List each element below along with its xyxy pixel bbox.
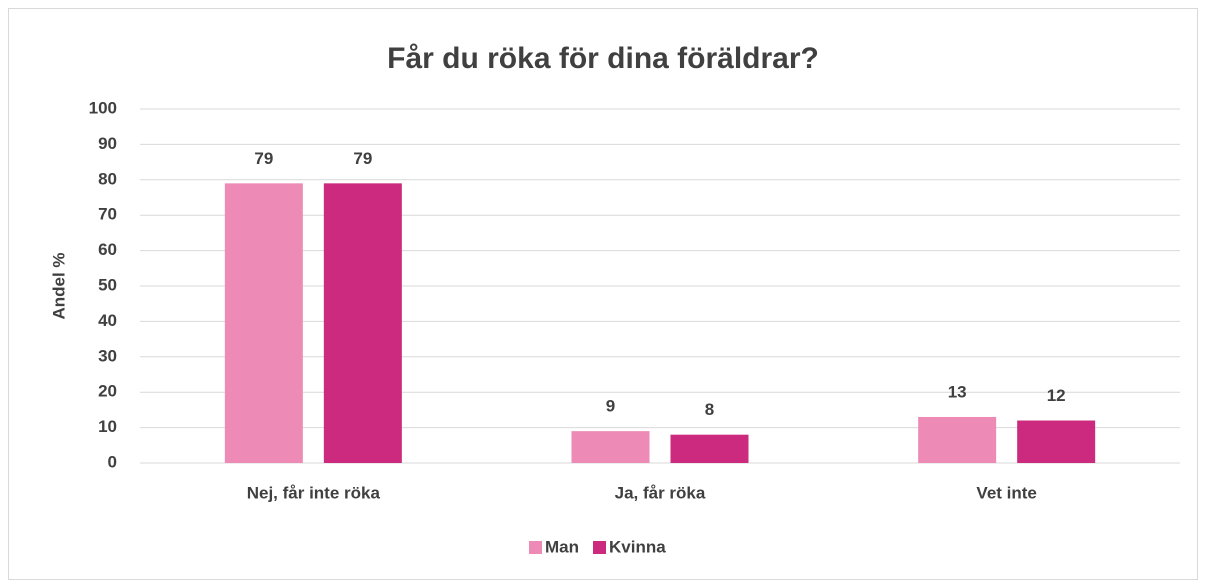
legend-swatch xyxy=(593,541,606,554)
legend-label: Man xyxy=(545,537,579,556)
data-label: 79 xyxy=(254,149,273,168)
y-tick-label: 90 xyxy=(98,134,117,153)
data-label: 9 xyxy=(606,397,615,416)
y-tick-label: 70 xyxy=(98,205,117,224)
data-label: 79 xyxy=(353,149,372,168)
bar xyxy=(670,434,749,463)
y-tick-label: 40 xyxy=(98,311,117,330)
data-label: 13 xyxy=(948,382,967,401)
y-tick-label: 80 xyxy=(98,169,117,188)
data-label: 12 xyxy=(1047,386,1066,405)
bar xyxy=(918,416,997,463)
y-tick-label: 0 xyxy=(108,452,117,471)
data-label: 8 xyxy=(705,400,714,419)
legend-label: Kvinna xyxy=(609,537,666,556)
y-tick-label: 20 xyxy=(98,382,117,401)
bar xyxy=(1017,420,1096,463)
y-axis-label: Andel % xyxy=(49,252,68,319)
y-tick-label: 30 xyxy=(98,346,117,365)
chart-border xyxy=(8,8,1198,580)
y-tick-label: 10 xyxy=(98,417,117,436)
y-tick-label: 50 xyxy=(98,275,117,294)
legend-swatch xyxy=(529,541,542,554)
y-tick-label: 60 xyxy=(98,240,117,259)
y-tick-label: 100 xyxy=(89,98,117,117)
bar xyxy=(323,183,402,463)
chart-title: Får du röka för dina föräldrar? xyxy=(387,42,819,75)
bar xyxy=(571,431,650,463)
bar xyxy=(224,183,303,463)
x-tick-label: Ja, får röka xyxy=(615,483,706,502)
x-tick-label: Nej, får inte röka xyxy=(247,483,381,502)
x-tick-label: Vet inte xyxy=(976,483,1036,502)
